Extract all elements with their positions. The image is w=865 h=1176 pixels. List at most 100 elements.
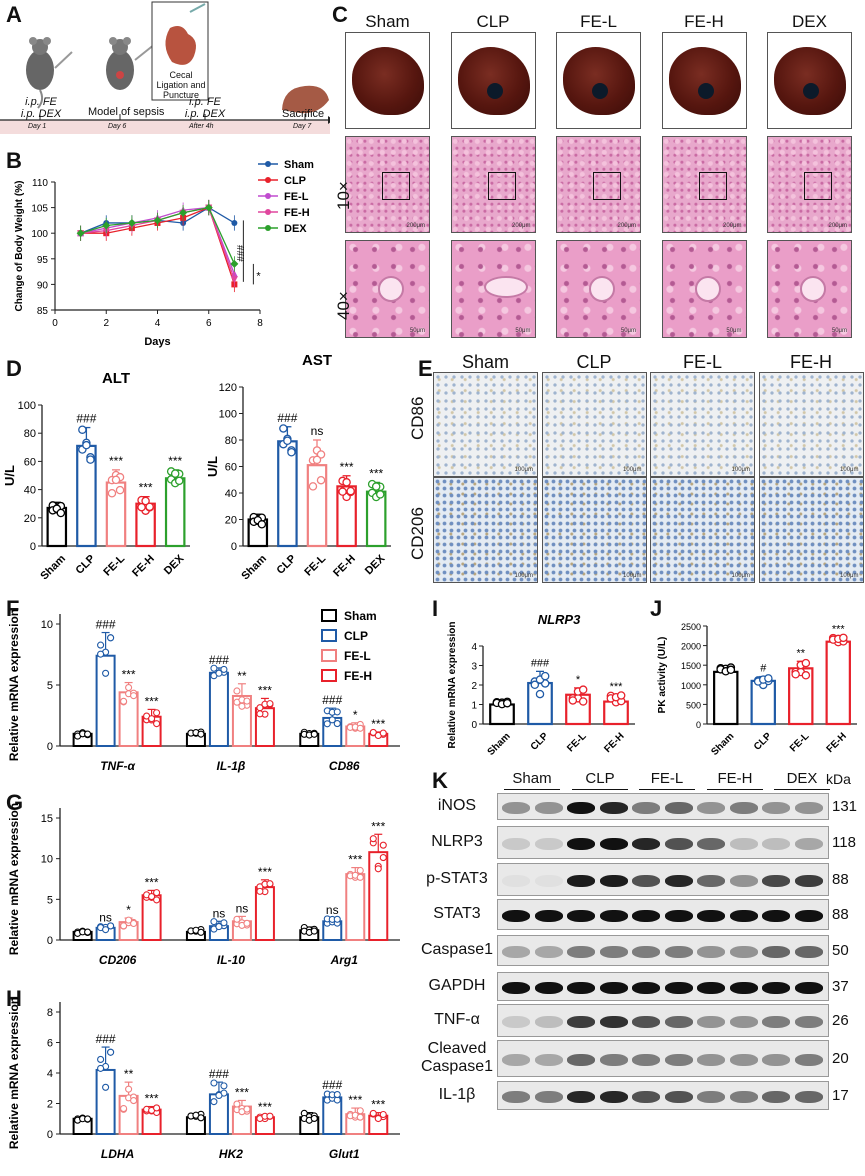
legend-label: FE-L (344, 649, 371, 663)
band (534, 874, 563, 887)
step1-label: i.p. FE i.p. DEX (20, 96, 62, 120)
header-Sham: Sham (512, 770, 552, 787)
data-dot (379, 854, 387, 862)
kda-TNF-α: 26 (832, 1011, 849, 1029)
data-dot (111, 475, 121, 485)
y-axis-label: Change of Body Weight (%) (14, 181, 25, 312)
header-FE-H: FE-H (717, 770, 753, 787)
header-FE-L: FE-L (580, 12, 617, 31)
y-tick-label: 1500 (681, 661, 701, 671)
sig-label: *** (371, 717, 385, 731)
band (729, 874, 758, 887)
data-dot (107, 488, 117, 498)
y-tick-label: 1 (471, 701, 477, 712)
data-dot (726, 665, 736, 675)
data-point (179, 208, 188, 217)
y-tick-label: 80 (24, 428, 36, 440)
sig-label: * (126, 903, 131, 917)
sig-label: * (353, 708, 358, 722)
data-dot (243, 1105, 251, 1113)
sig-label: *** (145, 875, 159, 889)
band (697, 1053, 725, 1066)
legend-swatch (321, 629, 337, 642)
y-tick-label: 0 (231, 541, 237, 553)
data-dot (530, 680, 540, 690)
data-dot (801, 671, 811, 680)
sacrifice-label: Sacrifice (282, 108, 325, 120)
data-dot (97, 1055, 105, 1063)
sig-label: ### (76, 412, 96, 426)
category-label: FE-H (602, 731, 626, 755)
band (794, 1015, 823, 1028)
band (567, 1053, 595, 1066)
he-40x-FE-H: 50μm (661, 240, 747, 338)
chart-d-ast: AST 0 20 40 60 80 100 120 U/L Sham ### CLP ns FE-L ***… (205, 355, 391, 582)
band (632, 981, 660, 994)
panel-label-f: F (6, 596, 20, 621)
header-DEX: DEX (786, 770, 818, 787)
blot-row-iNOS (497, 793, 829, 820)
header-Sham: Sham (365, 12, 410, 31)
ihc-cd206-CLP: 100μm (541, 477, 647, 583)
x-tick-label: 2 (103, 318, 109, 329)
mouse-icon-1 (26, 37, 73, 109)
kda-Cleaved Caspase1: 20 (832, 1049, 849, 1067)
chart-d-alt: ALT 0 20 40 60 80 100 U/L Sham ### CLP *** FE-L *** FE… (2, 370, 190, 582)
central-vein (589, 276, 615, 302)
legend-marker (265, 193, 271, 199)
row-label-Cleaved Caspase1: Cleaved Caspase1 (420, 1040, 494, 1075)
band (794, 981, 823, 994)
data-dot (375, 490, 385, 499)
zoom-box (804, 172, 832, 200)
band (534, 945, 563, 958)
data-dot (153, 896, 161, 904)
band (729, 1090, 758, 1103)
band (729, 981, 758, 994)
data-dot (210, 1098, 218, 1106)
band (534, 909, 563, 922)
band (697, 909, 725, 922)
legend-label: FE-L (284, 191, 309, 203)
y-tick-label: 2000 (681, 642, 701, 652)
scale-bar: 200μm (617, 223, 636, 229)
row-label-IL-1β: IL-1β (438, 1085, 476, 1103)
y-tick-label: 4 (47, 1068, 53, 1080)
data-dot (535, 689, 545, 699)
scale-bar: 50μm (620, 328, 636, 334)
band (762, 981, 790, 994)
scale-bar: 100μm (840, 573, 859, 579)
data-dot (266, 700, 274, 708)
liver-photo-CLP (450, 32, 536, 129)
scale-bar: 100μm (514, 467, 533, 473)
timeline-band (0, 120, 330, 134)
band (697, 1015, 725, 1028)
ihc-cd86-CLP: 100μm (541, 372, 647, 477)
data-dot (283, 436, 292, 446)
sig-label: ### (96, 1032, 116, 1046)
liver-photo-DEX (767, 32, 852, 129)
data-dot (102, 926, 110, 934)
sig-label: *** (258, 1100, 272, 1114)
band (534, 801, 563, 814)
panel-label-j: J (650, 596, 663, 621)
blot-row-GAPDH (497, 972, 829, 1001)
bar-DEX (164, 477, 186, 548)
band (567, 945, 595, 958)
band (599, 874, 628, 887)
data-point (127, 218, 136, 227)
legend-marker (265, 177, 271, 183)
category-label: CLP (752, 731, 774, 753)
data-dot (279, 424, 288, 433)
data-dot (256, 887, 264, 895)
he-40x-CLP: 50μm (450, 240, 536, 338)
kda-STAT3: 88 (832, 905, 849, 923)
zoom-box (382, 172, 410, 200)
band (632, 801, 660, 814)
x-tick-label: 8 (257, 318, 263, 329)
data-dot (84, 928, 92, 936)
band (794, 909, 823, 922)
sig-label: ** (796, 647, 805, 659)
liver-organ (563, 47, 635, 115)
bar-IL-1β-CLP (208, 671, 229, 747)
band (664, 801, 693, 814)
